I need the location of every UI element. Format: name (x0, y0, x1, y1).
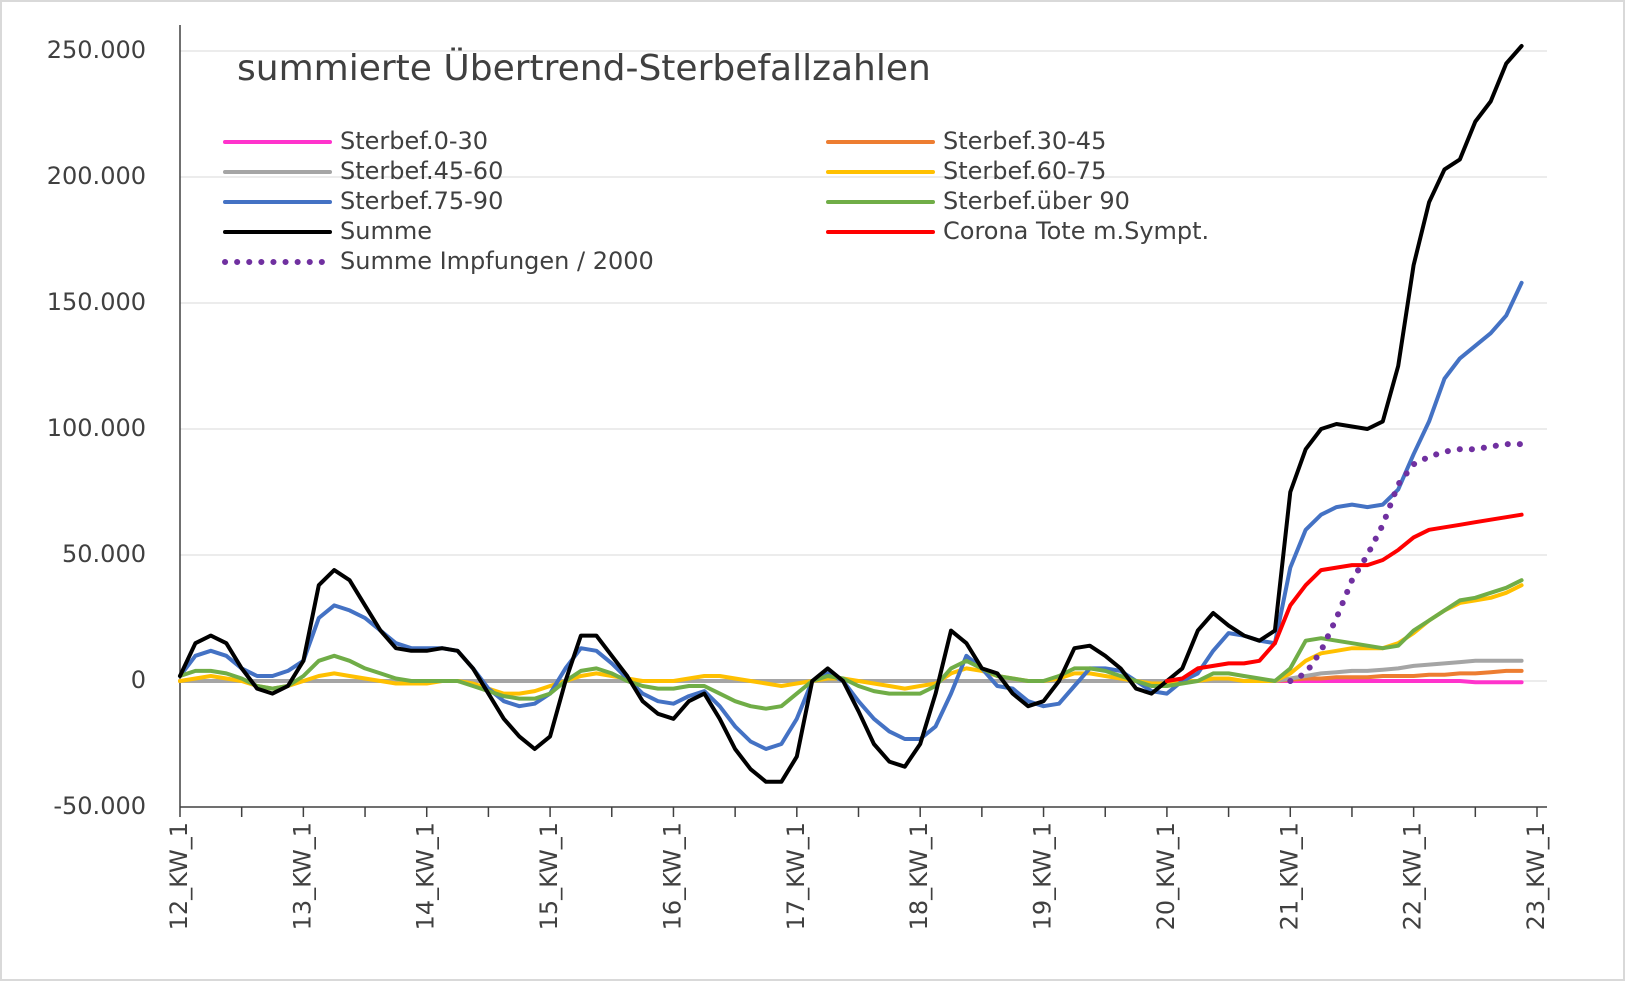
legend-label: Sterbef.30-45 (943, 127, 1106, 155)
x-tick-label: 13_KW_1 (288, 822, 316, 930)
legend-label: Summe (340, 217, 432, 245)
series-line (178, 578, 1524, 711)
y-tick-label: 200.000 (47, 162, 146, 190)
y-tick-label: 50.000 (62, 540, 146, 568)
legend-label: Sterbef.45-60 (340, 157, 503, 185)
y-tick-label: 100.000 (47, 414, 146, 442)
legend-label: Corona Tote m.Sympt. (943, 217, 1209, 245)
legend-label: Sterbef.75-90 (340, 187, 503, 215)
x-tick-label: 14_KW_1 (412, 822, 440, 930)
x-tick-label: 23_KW_1 (1522, 822, 1550, 930)
x-tick-label: 22_KW_1 (1399, 822, 1427, 930)
y-tick-label: 0 (131, 666, 146, 694)
legend-label: Sterbef.0-30 (340, 127, 488, 155)
x-tick-label: 19_KW_1 (1029, 822, 1057, 930)
x-tick-label: 12_KW_1 (165, 822, 193, 930)
legend-label: Summe Impfungen / 2000 (340, 247, 654, 275)
y-tick-label: -50.000 (53, 792, 146, 820)
series-line (1287, 441, 1525, 684)
series-line (178, 583, 1524, 696)
chart-title: summierte Übertrend-Sterbefallzahlen (237, 47, 931, 89)
series-line (178, 44, 1524, 784)
x-tick-label: 18_KW_1 (905, 822, 933, 930)
x-tick-label: 21_KW_1 (1275, 822, 1303, 930)
y-tick-label: 150.000 (47, 288, 146, 316)
legend-label: Sterbef.über 90 (943, 187, 1130, 215)
x-tick-label: 17_KW_1 (782, 822, 810, 930)
series-line (1164, 512, 1524, 683)
legend-label: Sterbef.60-75 (943, 157, 1106, 185)
x-tick-label: 16_KW_1 (658, 822, 686, 930)
y-tick-label: 250.000 (47, 36, 146, 64)
x-tick-label: 15_KW_1 (535, 822, 563, 930)
series-line (178, 280, 1524, 751)
x-tick-label: 20_KW_1 (1152, 822, 1180, 930)
